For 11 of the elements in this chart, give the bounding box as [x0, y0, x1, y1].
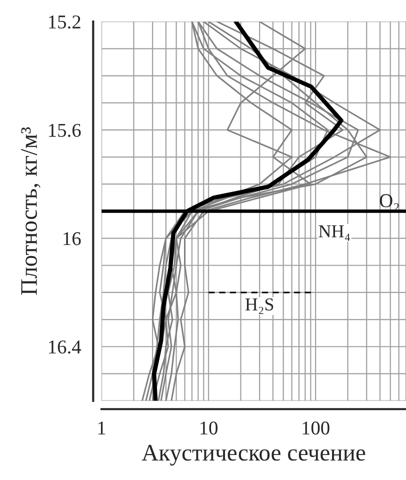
- annotation: NH₄: [318, 225, 350, 241]
- y-tick-label: 15.6: [49, 124, 81, 137]
- x-axis-title: Акустическое сечение: [142, 444, 366, 466]
- y-tick-label: 16: [64, 232, 81, 246]
- y-tick-label: 15.2: [49, 15, 80, 29]
- x-tick-label: 1: [98, 422, 106, 434]
- y-axis-title: Плотность, кг/м³: [21, 127, 40, 295]
- annotation: H₂S: [245, 298, 274, 314]
- x-tick-label: 100: [302, 422, 330, 435]
- x-tick-label: 10: [200, 422, 218, 435]
- y-tick-label: 16.4: [49, 340, 82, 354]
